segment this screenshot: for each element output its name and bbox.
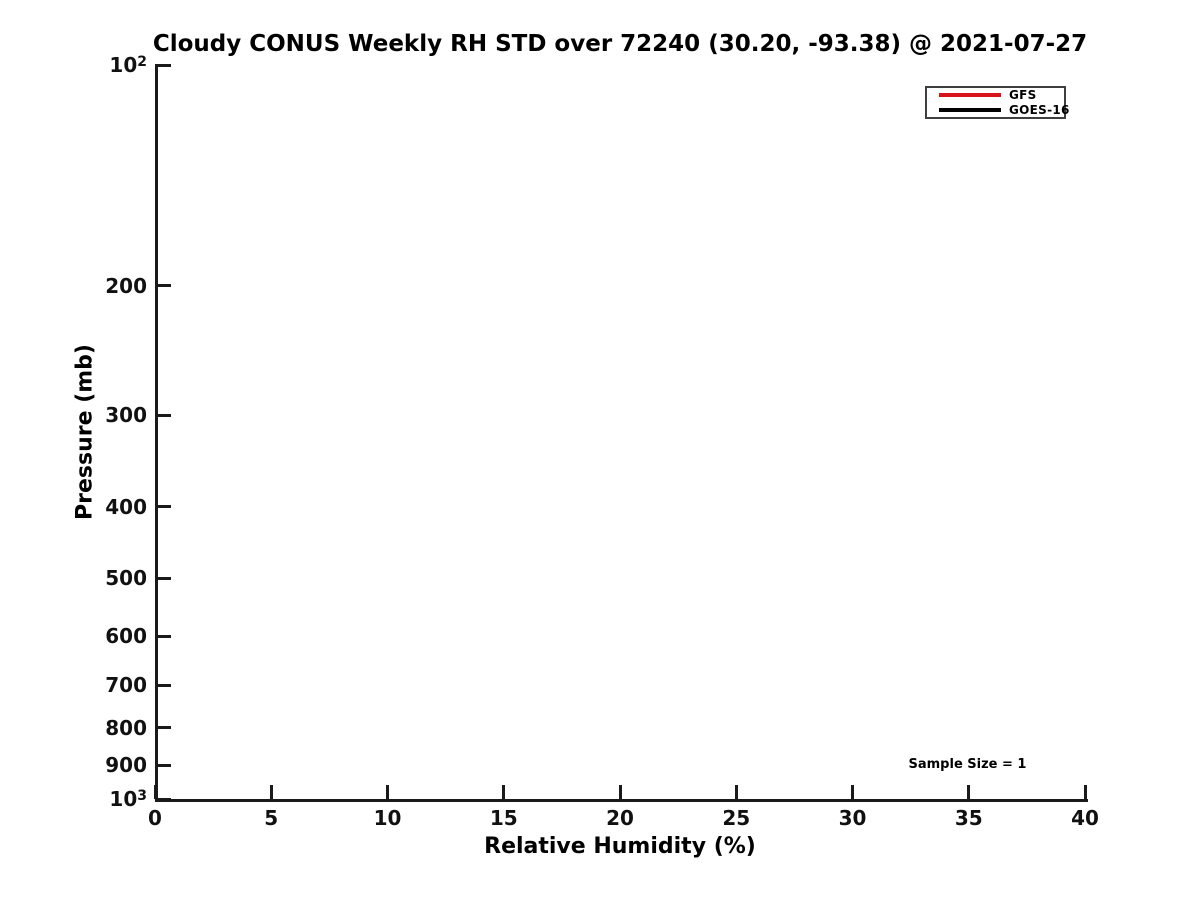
- sample-size-annotation: Sample Size = 1: [908, 757, 1027, 772]
- y-tick: [155, 634, 171, 638]
- x-tick: [734, 785, 738, 799]
- y-tick-label: 900: [105, 753, 147, 778]
- x-tick-label: 20: [606, 806, 634, 830]
- x-tick: [851, 785, 854, 799]
- y-tick: [155, 576, 171, 580]
- legend-label: GOES-16: [1009, 103, 1070, 117]
- x-axis-spine: [155, 799, 1088, 802]
- y-tick-label: 700: [105, 673, 147, 698]
- y-tick: [155, 284, 171, 288]
- y-tick-label: 800: [105, 715, 147, 740]
- legend-line-swatch: [939, 93, 1001, 97]
- legend-entry: GOES-16: [939, 103, 1069, 117]
- x-tick-label: 10: [373, 806, 402, 830]
- y-tick-label: 300: [105, 403, 147, 428]
- x-tick-label: 5: [264, 806, 279, 830]
- x-tick: [618, 785, 622, 799]
- x-tick-label: 0: [148, 806, 162, 830]
- x-tick: [386, 785, 389, 799]
- x-tick: [153, 785, 157, 799]
- legend-label: GFS: [1009, 88, 1037, 102]
- y-tick: [155, 726, 171, 730]
- y-tick: [155, 413, 171, 417]
- y-tick-label: 102: [109, 53, 147, 77]
- x-tick: [269, 785, 273, 799]
- y-tick-label: 600: [105, 624, 147, 649]
- x-tick-label: 30: [838, 806, 867, 830]
- y-tick: [155, 763, 171, 767]
- y-tick: [155, 797, 171, 801]
- legend-entry: GFS: [939, 88, 1058, 102]
- y-tick-label: 103: [109, 787, 147, 811]
- x-tick-label: 40: [1071, 806, 1099, 830]
- x-tick-label: 15: [489, 806, 518, 830]
- y-axis-spine: [155, 65, 158, 802]
- y-tick-label: 200: [105, 273, 147, 298]
- y-tick-label: 500: [105, 566, 147, 591]
- x-tick-label: 35: [954, 806, 983, 830]
- y-axis-label: Pressure (mb): [72, 344, 98, 520]
- chart-title: Cloudy CONUS Weekly RH STD over 72240 (3…: [152, 31, 1088, 57]
- x-axis-label: Relative Humidity (%): [484, 834, 756, 859]
- x-tick: [1083, 785, 1087, 799]
- x-tick: [502, 785, 506, 799]
- x-tick: [967, 785, 971, 799]
- y-tick: [155, 683, 171, 687]
- x-tick-label: 25: [722, 806, 751, 830]
- y-tick: [155, 63, 171, 67]
- legend-line-swatch: [939, 108, 1001, 112]
- legend-box: GFS GOES-16: [925, 86, 1069, 119]
- y-tick-label: 400: [105, 494, 147, 519]
- y-tick: [155, 505, 171, 509]
